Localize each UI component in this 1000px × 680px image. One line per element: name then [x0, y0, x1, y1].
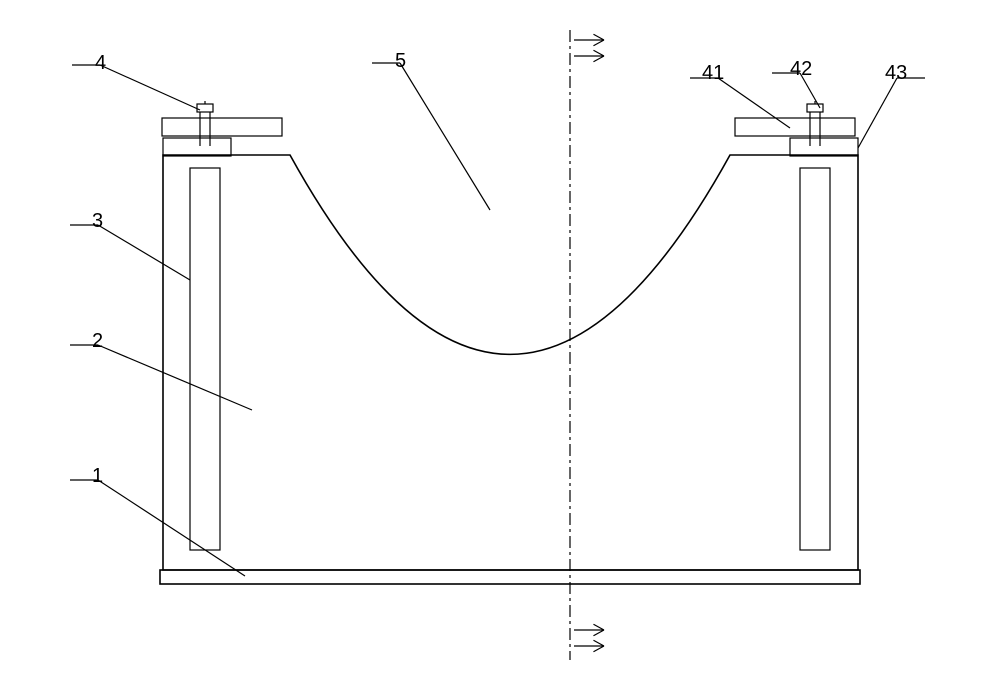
- leader-label-3: 3: [92, 210, 103, 233]
- leader-label-2: 2: [92, 330, 103, 353]
- leader-label-43: 43: [885, 62, 907, 85]
- leader-label-4: 4: [95, 52, 106, 75]
- leader-label-41: 41: [702, 62, 724, 85]
- leader-label-42: 42: [790, 58, 812, 81]
- diagram-svg: [0, 0, 1000, 680]
- leader-label-5: 5: [395, 50, 406, 73]
- figure-stage: 4 5 41 42 43 3 2 1: [0, 0, 1000, 680]
- leader-label-1: 1: [92, 465, 103, 488]
